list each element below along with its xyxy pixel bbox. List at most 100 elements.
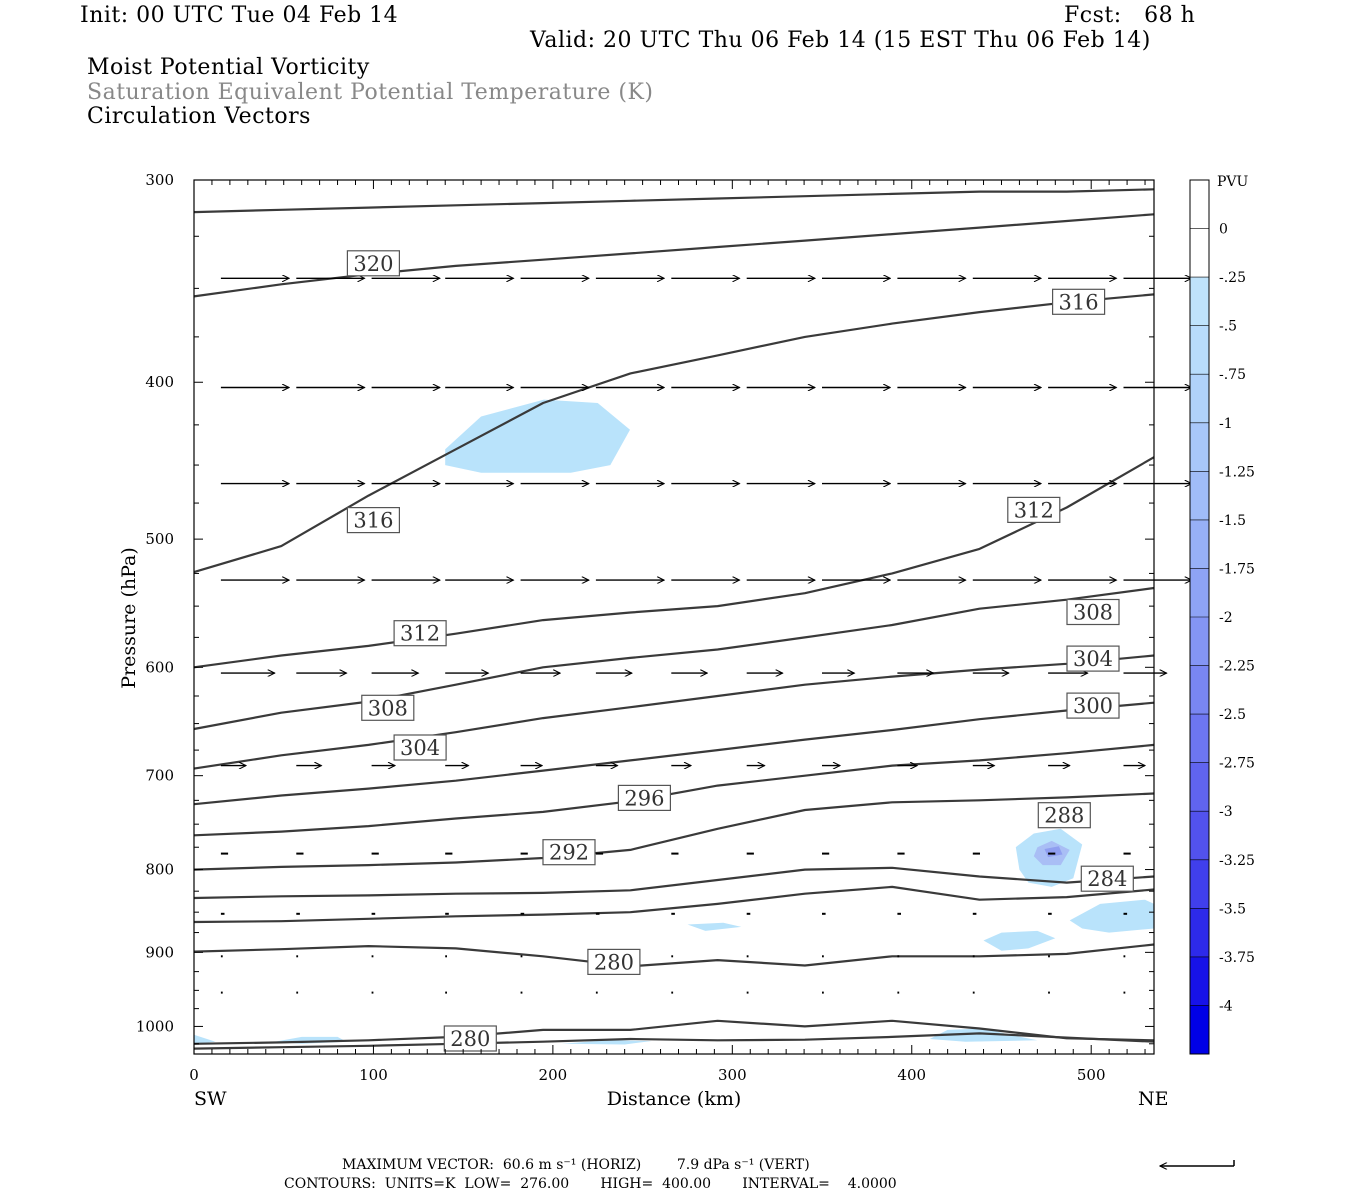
x-end-right-label: NE bbox=[1138, 1088, 1169, 1110]
plot-area bbox=[194, 180, 1154, 1054]
vector-6-6 bbox=[671, 852, 679, 855]
y-tick-label-2: 500 bbox=[145, 530, 174, 548]
contour-line-13 bbox=[193, 1032, 1155, 1050]
y-tick-label-4: 700 bbox=[145, 767, 174, 785]
contour-line-7 bbox=[193, 743, 1155, 837]
vector-7-12 bbox=[1123, 912, 1128, 915]
y-tick-label-1: 400 bbox=[145, 373, 174, 391]
contour-label-1: 316 bbox=[1059, 290, 1099, 314]
contour-label-box-4 bbox=[393, 620, 447, 647]
vector-9-2 bbox=[371, 991, 374, 994]
contour-line-3 bbox=[193, 456, 1155, 669]
x-tick-label-5: 500 bbox=[1077, 1066, 1106, 1084]
colorbar-swatch-3 bbox=[1190, 325, 1209, 375]
forecast-hour: Fcst: 68 h bbox=[1064, 3, 1196, 28]
vector-6-10 bbox=[972, 852, 980, 855]
colorbar-units: PVU bbox=[1217, 174, 1249, 190]
colorbar-label-14: -3.5 bbox=[1219, 901, 1246, 917]
vector-9-12 bbox=[1123, 991, 1126, 994]
field-title-3: Circulation Vectors bbox=[87, 104, 311, 129]
contour-label-box-13 bbox=[1080, 865, 1134, 892]
contour-label-4: 312 bbox=[400, 622, 440, 646]
contour-line-4 bbox=[193, 586, 1155, 731]
vector-8-7 bbox=[746, 955, 749, 958]
contour-label-8: 304 bbox=[400, 736, 440, 760]
vector-8-10 bbox=[972, 955, 975, 958]
contour-label-box-10 bbox=[617, 784, 672, 812]
vector-9-9 bbox=[897, 991, 900, 994]
vector-6-8 bbox=[822, 852, 830, 855]
init-time: Init: 00 UTC Tue 04 Feb 14 bbox=[80, 3, 399, 28]
vector-6-0 bbox=[220, 852, 229, 855]
contour-label-box-7 bbox=[1066, 645, 1120, 672]
reference-vector bbox=[1160, 1160, 1235, 1166]
circulation-vectors bbox=[220, 278, 1192, 994]
contour-label-5: 308 bbox=[1073, 601, 1113, 625]
contour-label-box-12 bbox=[1037, 802, 1091, 829]
vector-8-1 bbox=[296, 955, 299, 958]
contour-label-6: 308 bbox=[368, 696, 408, 720]
contour-label-box-2 bbox=[346, 507, 400, 534]
colorbar-swatch-5 bbox=[1190, 422, 1209, 472]
contour-line-0 bbox=[193, 188, 1155, 214]
contour-label-12: 288 bbox=[1044, 804, 1084, 828]
colorbar-swatch-0 bbox=[1190, 180, 1209, 230]
colorbar-label-2: -.5 bbox=[1219, 319, 1237, 335]
contour-label-box-8 bbox=[393, 734, 447, 761]
contour-label-13: 284 bbox=[1087, 867, 1127, 891]
vector-6-7 bbox=[746, 852, 754, 855]
vector-9-10 bbox=[972, 991, 975, 994]
vector-9-5 bbox=[595, 991, 598, 994]
colorbar-swatch-17 bbox=[1190, 1005, 1209, 1055]
colorbar-swatch-7 bbox=[1190, 519, 1209, 569]
contour-label-box-3 bbox=[1007, 496, 1061, 523]
contour-label-15: 280 bbox=[450, 1027, 490, 1051]
colorbar-swatch-2 bbox=[1190, 277, 1209, 327]
vector-9-3 bbox=[445, 991, 447, 994]
vector-7-0 bbox=[220, 912, 225, 915]
colorbar-swatch-13 bbox=[1190, 811, 1209, 861]
y-tick-label-5: 800 bbox=[145, 861, 174, 879]
vector-6-11 bbox=[1048, 852, 1056, 855]
x-tick-label-0: 0 bbox=[189, 1066, 199, 1084]
vector-6-5 bbox=[595, 852, 604, 855]
valid-time: Valid: 20 UTC Thu 06 Feb 14 (15 EST Thu … bbox=[530, 28, 1151, 53]
vector-7-4 bbox=[520, 912, 525, 915]
contour-label-box-1 bbox=[1051, 288, 1106, 315]
colorbar-swatch-15 bbox=[1190, 908, 1209, 958]
mpv-patch-9 bbox=[561, 1040, 652, 1045]
x-axis-label: Distance (km) bbox=[607, 1088, 742, 1110]
vector-7-5 bbox=[595, 912, 600, 915]
vector-7-3 bbox=[445, 912, 449, 915]
contour-label-11: 292 bbox=[549, 841, 589, 865]
colorbar-swatch-16 bbox=[1190, 956, 1209, 1006]
vector-6-9 bbox=[897, 852, 905, 855]
colorbar-label-9: -2.25 bbox=[1219, 659, 1255, 675]
vector-8-0 bbox=[220, 955, 223, 958]
colorbar-swatch-11 bbox=[1190, 714, 1209, 764]
colorbar-swatch-1 bbox=[1190, 228, 1209, 278]
contour-label-0: 320 bbox=[353, 252, 393, 276]
vector-8-9 bbox=[897, 955, 900, 958]
y-tick-label-3: 600 bbox=[145, 658, 174, 676]
contour-line-12 bbox=[193, 1019, 1155, 1045]
colorbar-swatch-10 bbox=[1190, 665, 1209, 715]
mpv-shading bbox=[194, 399, 1154, 1045]
vector-8-2 bbox=[371, 955, 374, 958]
colorbar-label-16: -4 bbox=[1219, 998, 1233, 1014]
x-tick-label-1: 100 bbox=[359, 1066, 388, 1084]
vector-7-6 bbox=[671, 912, 675, 915]
vector-6-1 bbox=[296, 852, 304, 855]
colorbar-swatch-6 bbox=[1190, 471, 1209, 521]
plot-frame bbox=[193, 179, 1155, 1055]
colorbar-label-6: -1.5 bbox=[1219, 513, 1246, 529]
mpv-patch-4 bbox=[1069, 899, 1154, 933]
contour-label-2: 316 bbox=[353, 509, 393, 533]
mpv-patch-5 bbox=[983, 930, 1056, 951]
contour-label-box-9 bbox=[1066, 692, 1120, 719]
contour-label-box-0 bbox=[346, 250, 400, 277]
colorbar-label-13: -3.25 bbox=[1219, 853, 1255, 869]
contour-line-2 bbox=[193, 293, 1155, 574]
vector-7-1 bbox=[296, 912, 300, 915]
